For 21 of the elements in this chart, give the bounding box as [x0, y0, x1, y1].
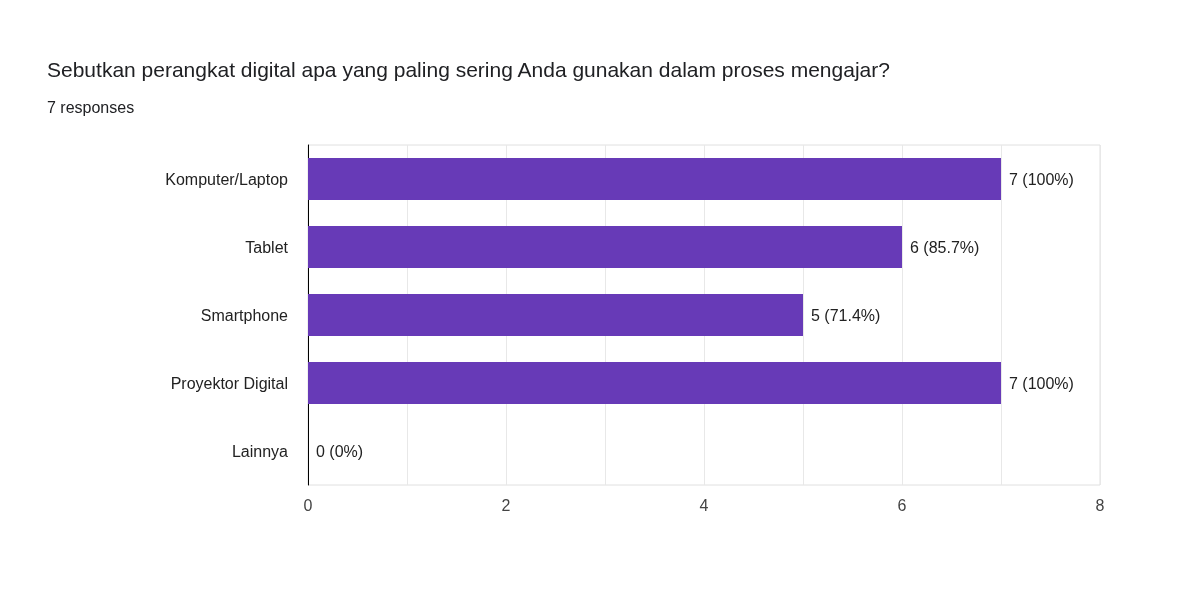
text: 7 responses	[47, 98, 135, 116]
x-tick-label: 8	[1095, 496, 1105, 514]
data-label: 0 (0%)	[316, 442, 364, 460]
data-label: 7 (100%)	[1009, 374, 1074, 392]
data-label: 6 (85.7%)	[910, 238, 980, 256]
bar	[308, 293, 803, 337]
x-tick-label: 0	[303, 496, 313, 514]
data-label: 5 (71.4%)	[811, 306, 881, 324]
y-tick-label: Smartphone	[200, 306, 289, 324]
data-label: 7 (100%)	[1009, 170, 1074, 188]
x-tick-label: 4	[699, 496, 709, 514]
bar	[308, 361, 1001, 405]
y-tick-label: Komputer/Laptop	[165, 170, 289, 188]
x-tick-label: 2	[501, 496, 511, 514]
y-tick-label: Proyektor Digital	[170, 374, 288, 392]
x-tick-label: 6	[897, 496, 907, 514]
y-tick-label: Lainnya	[231, 442, 289, 460]
y-tick-label: Tablet	[245, 238, 289, 256]
bar	[308, 157, 1001, 201]
chart-title: Sebutkan perangkat digital apa yang paling sering Anda gunakan dalam proses mengajar?	[47, 58, 890, 81]
bar	[308, 225, 902, 269]
